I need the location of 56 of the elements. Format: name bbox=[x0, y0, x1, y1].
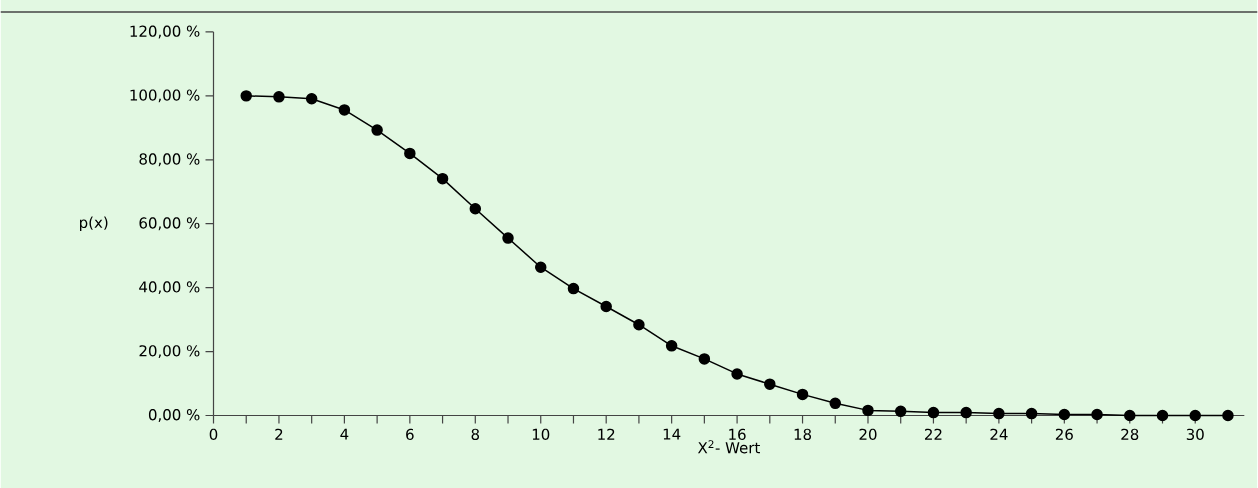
y-axis-title: p(x) bbox=[80, 216, 108, 231]
point bbox=[796, 388, 809, 400]
x-tick-label: 2 bbox=[275, 428, 283, 440]
x-tick-label: 26 bbox=[1055, 428, 1073, 440]
point bbox=[1058, 408, 1071, 421]
point bbox=[371, 124, 383, 136]
x-tick-label: 14 bbox=[663, 428, 681, 440]
point bbox=[633, 318, 645, 331]
point bbox=[502, 232, 514, 244]
point bbox=[960, 406, 972, 419]
y-tick-label: 0,00 % bbox=[148, 408, 200, 422]
point bbox=[829, 397, 842, 409]
x-tick-label: 12 bbox=[598, 428, 615, 440]
point bbox=[273, 90, 285, 103]
point bbox=[665, 339, 678, 352]
x-tick-label: 4 bbox=[340, 428, 349, 440]
point bbox=[436, 172, 449, 185]
point bbox=[469, 202, 482, 215]
y-tick-label: 40,00 % bbox=[139, 281, 200, 294]
point bbox=[927, 406, 940, 419]
point bbox=[1025, 407, 1038, 420]
point bbox=[305, 92, 318, 105]
point bbox=[698, 352, 711, 365]
point bbox=[862, 404, 874, 416]
x-tick-label: 10 bbox=[532, 428, 550, 440]
y-tick-label: 100,00 % bbox=[130, 89, 200, 103]
point bbox=[600, 300, 612, 313]
y-tick-label: 20,00 % bbox=[139, 344, 200, 358]
x-tick-label: 20 bbox=[859, 428, 877, 440]
x-tick-label: 6 bbox=[406, 428, 414, 440]
point bbox=[1222, 409, 1234, 422]
x-tick-label: 18 bbox=[794, 428, 812, 440]
x-tick-label: 22 bbox=[924, 428, 942, 440]
point bbox=[1091, 408, 1103, 421]
point bbox=[1124, 409, 1136, 422]
point bbox=[404, 147, 416, 159]
x-axis-title: X$^{2}$- Wert bbox=[697, 440, 760, 454]
point bbox=[764, 378, 776, 390]
point bbox=[894, 405, 907, 417]
point bbox=[338, 103, 351, 116]
y-tick-label: 60,00 % bbox=[139, 217, 200, 230]
point bbox=[567, 282, 580, 295]
y-tick-label: 120,00 % bbox=[130, 25, 200, 39]
point bbox=[1156, 409, 1169, 422]
x-tick-label: 8 bbox=[471, 428, 480, 440]
x-tick-label: 24 bbox=[990, 428, 1008, 440]
x-tick-label: 16 bbox=[729, 428, 746, 440]
point bbox=[1189, 409, 1201, 422]
x-tick-label: 0 bbox=[209, 428, 218, 440]
point bbox=[240, 89, 252, 102]
y-tick-label: 80,00 % bbox=[139, 153, 200, 167]
point bbox=[993, 407, 1005, 420]
x-tick-label: 28 bbox=[1121, 428, 1139, 440]
point bbox=[731, 368, 743, 380]
x-tick-label: 30 bbox=[1186, 428, 1204, 440]
point bbox=[535, 261, 547, 273]
